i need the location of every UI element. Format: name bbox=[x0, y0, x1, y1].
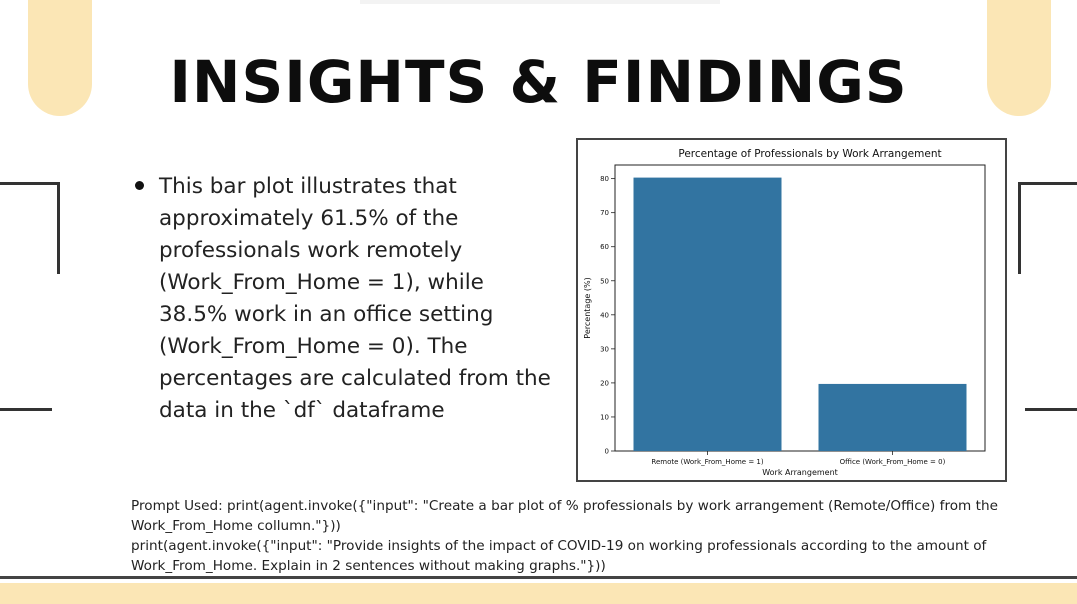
bottom-accent-band bbox=[0, 583, 1077, 604]
right-bracket-top bbox=[1018, 182, 1077, 185]
top-shadow bbox=[360, 0, 720, 4]
bar-chart: Percentage of Professionals by Work Arra… bbox=[583, 148, 986, 477]
y-tick-label: 0 bbox=[605, 448, 609, 456]
bullet-dot-icon bbox=[135, 181, 144, 190]
y-tick-label: 60 bbox=[600, 243, 609, 251]
y-tick-label: 80 bbox=[600, 175, 609, 183]
y-tick-label: 30 bbox=[600, 345, 609, 353]
right-bracket-bottom bbox=[1025, 408, 1077, 411]
decorative-tab-left bbox=[28, 0, 92, 116]
bar-office bbox=[818, 383, 967, 451]
bullet-text: This bar plot illustrates that approxima… bbox=[159, 174, 551, 423]
bottom-divider bbox=[0, 576, 1077, 579]
x-tick-label: Office (Work_From_Home = 0) bbox=[840, 458, 946, 466]
y-tick-label: 20 bbox=[600, 379, 609, 387]
bullet-point: This bar plot illustrates that approxima… bbox=[135, 171, 555, 427]
plot-area bbox=[614, 164, 986, 452]
prompt-line-1: Prompt Used: print(agent.invoke({"input"… bbox=[131, 498, 998, 534]
chart-frame: Percentage of Professionals by Work Arra… bbox=[576, 138, 1007, 482]
y-tick-label: 70 bbox=[600, 209, 609, 217]
y-tick-label: 40 bbox=[600, 311, 609, 319]
slide-title: INSIGHTS & FINDINGS bbox=[169, 48, 908, 116]
left-bracket-vertical bbox=[57, 182, 60, 274]
y-tick-label: 50 bbox=[600, 277, 609, 285]
right-bracket-vertical bbox=[1018, 182, 1021, 274]
chart-title: Percentage of Professionals by Work Arra… bbox=[678, 148, 941, 160]
x-axis-label: Work Arrangement bbox=[762, 468, 838, 477]
prompt-line-2: print(agent.invoke({"input": "Provide in… bbox=[131, 538, 987, 574]
x-tick-label: Remote (Work_From_Home = 1) bbox=[651, 458, 763, 466]
y-axis-label: Percentage (%) bbox=[583, 277, 592, 338]
decorative-tab-right bbox=[987, 0, 1051, 116]
y-tick-label: 10 bbox=[600, 413, 609, 421]
bar-remote bbox=[633, 177, 782, 451]
left-bracket-top bbox=[0, 182, 60, 185]
left-bracket-bottom bbox=[0, 408, 52, 411]
prompt-text: Prompt Used: print(agent.invoke({"input"… bbox=[131, 496, 1011, 576]
